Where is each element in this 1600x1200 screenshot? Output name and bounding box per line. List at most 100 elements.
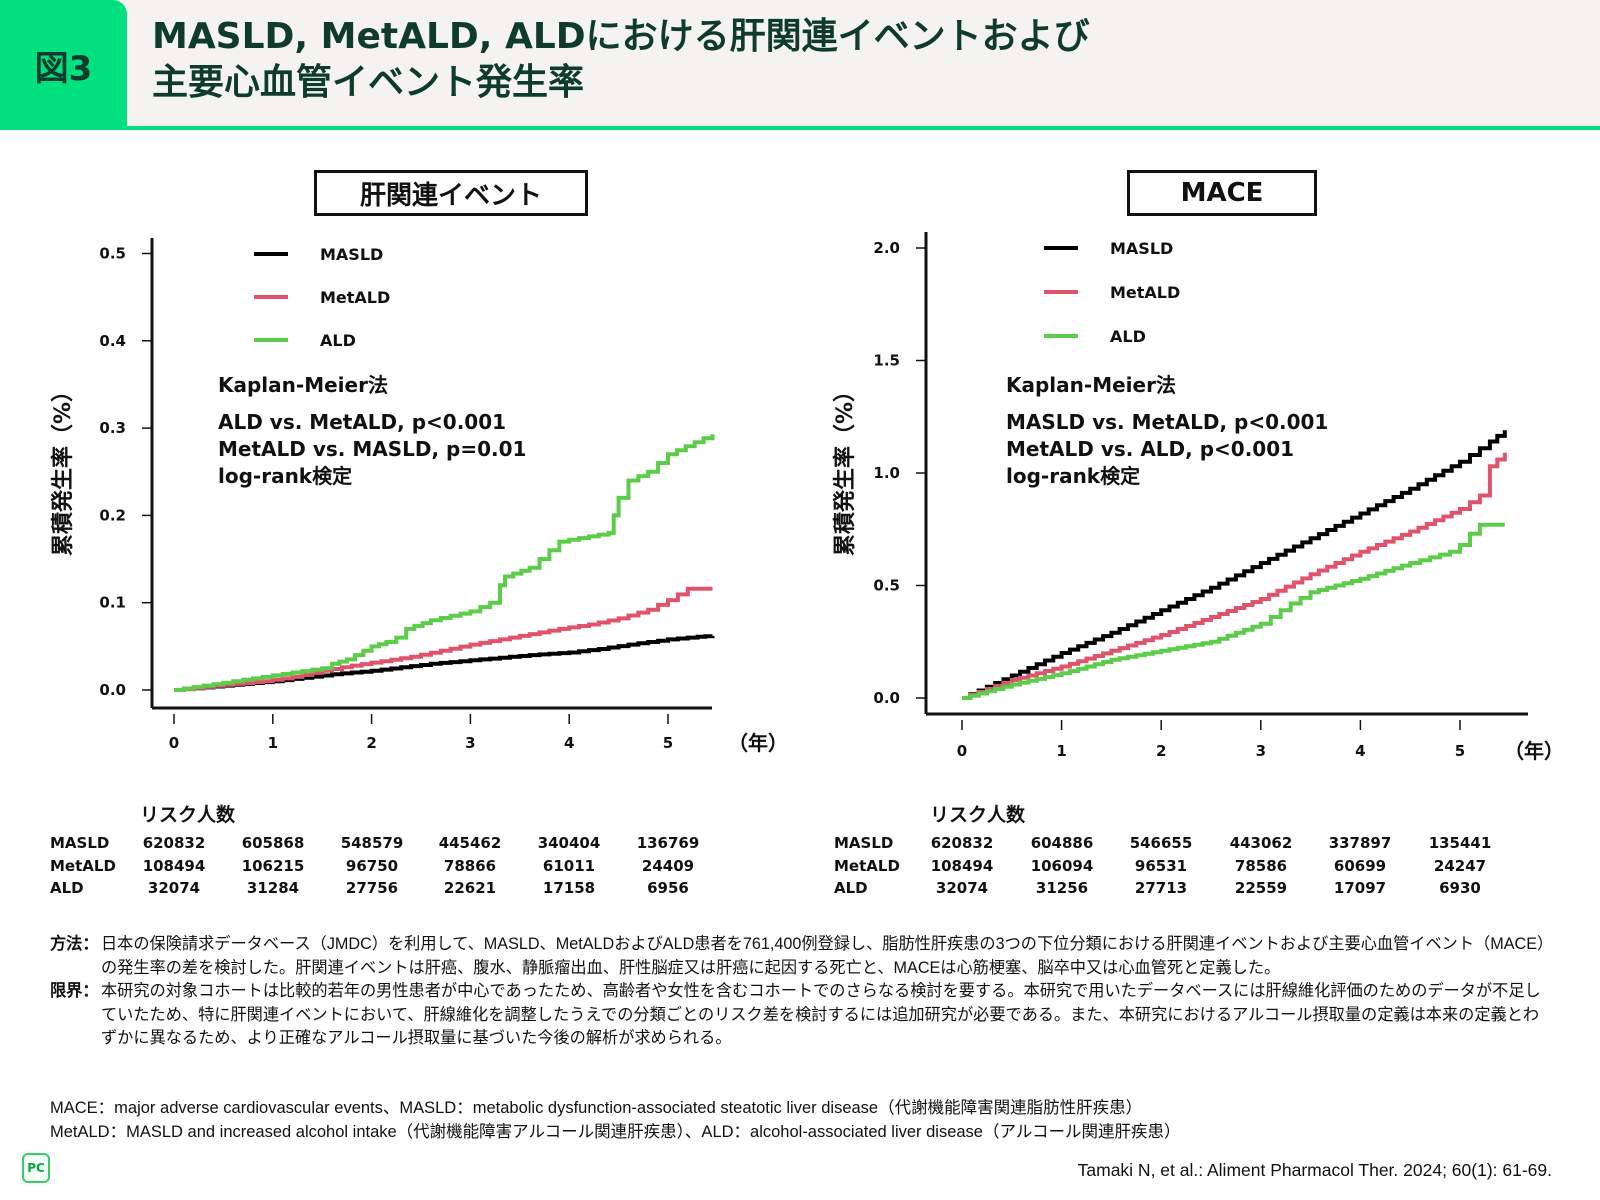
y-tick-label-mace: 1.0	[873, 464, 900, 482]
risk-row-metald: MetALD 108494 106215 96750 78866 61011 24409	[50, 855, 810, 877]
note-method-key: 方法：	[50, 935, 99, 953]
risk-row-ald: ALD 32074 31284 27756 22621 17158 6956	[50, 877, 810, 899]
annotation-mace: Kaplan-Meier法	[1006, 373, 1176, 397]
y-axis-label-liver: 累積発生率（%）	[50, 380, 76, 556]
risk-value: 96750	[345, 856, 399, 875]
annotation-mace: MASLD vs. MetALD, p<0.001	[1006, 410, 1328, 434]
x-tick-label-mace: 1	[1056, 742, 1066, 760]
note-method: 方法： 日本の保険請求データベース（JMDC）を利用して、MASLD、MetAL…	[50, 933, 1550, 980]
annotation-liver: MetALD vs. MASLD, p=0.01	[218, 437, 526, 461]
x-tick-label-mace: 3	[1256, 742, 1266, 760]
y-axis-label-mace: 累積発生率（%）	[832, 380, 858, 556]
risk-value: 620832	[930, 834, 994, 852]
x-tick-label-liver: 1	[268, 734, 278, 752]
y-tick-label-liver: 0.2	[99, 506, 126, 524]
x-tick-label-mace: 0	[957, 742, 967, 760]
y-tick-label-liver: 0.3	[99, 419, 126, 437]
risk-value: 106094	[1030, 856, 1094, 875]
y-tick-label-mace: 0.0	[873, 689, 900, 707]
legend-label-masld-liver: MASLD	[320, 245, 383, 264]
annotation-liver: Kaplan-Meier法	[218, 373, 388, 397]
risk-value: 106215	[241, 856, 305, 875]
legend-label-ald-liver: ALD	[320, 331, 356, 350]
header	[0, 0, 1600, 130]
note-limit-key: 限界：	[50, 982, 99, 1000]
abbreviations-line-2: MetALD：MASLD and increased alcohol intak…	[50, 1123, 1181, 1141]
risk-value: 22559	[1234, 879, 1288, 897]
risk-value: 6930	[1439, 879, 1481, 897]
abbreviations-line-1: MACE：major adverse cardiovascular events…	[50, 1099, 1143, 1117]
risk-table-title-mace: リスク人数	[930, 804, 1026, 826]
abbreviations: MACE：major adverse cardiovascular events…	[50, 1096, 1181, 1144]
risk-value: 443062	[1229, 834, 1293, 852]
risk-value: 6956	[647, 879, 689, 897]
legend-label-metald-liver: MetALD	[320, 288, 390, 307]
x-tick-label-mace: 5	[1455, 742, 1465, 760]
header-accent-bar	[0, 126, 1600, 130]
risk-value: 32074	[147, 879, 201, 897]
risk-value: 135441	[1428, 834, 1492, 852]
risk-row-label: MetALD	[50, 856, 116, 875]
series-line-metald-liver	[174, 586, 713, 692]
x-tick-label-liver: 2	[366, 734, 376, 752]
legend-label-ald-mace: ALD	[1110, 327, 1146, 346]
x-axis-label-mace: （年）	[1504, 739, 1564, 763]
risk-value: 78586	[1234, 856, 1288, 875]
risk-value: 337897	[1328, 834, 1392, 852]
risk-value: 24247	[1433, 856, 1487, 875]
km-charts: 0.0 0.1 0.2 0.3 0.4 0.5 0 1 2 3 4 5 （年） 累積発生率（%） MASLD…	[50, 232, 1564, 763]
figure-label: 図3	[0, 0, 127, 130]
risk-value: 27756	[345, 879, 399, 897]
risk-value: 445462	[438, 834, 502, 852]
risk-value: 340404	[537, 834, 601, 852]
pc-logo-icon: PC	[22, 1153, 50, 1183]
risk-row-label: MASLD	[834, 834, 894, 852]
annotation-mace: MetALD vs. ALD, p<0.001	[1006, 437, 1294, 461]
chart-title-mace: MACE	[1127, 170, 1317, 216]
risk-row-masld: MASLD 620832 605868 548579 445462 340404 13676…	[50, 832, 810, 854]
annotation-liver: ALD vs. MetALD, p<0.001	[218, 410, 506, 434]
risk-row-label: ALD	[50, 879, 84, 897]
risk-value: 61011	[542, 856, 596, 875]
series-line-metald-mace	[962, 452, 1507, 700]
risk-value: 546655	[1129, 834, 1193, 852]
legend-label-masld-mace: MASLD	[1110, 239, 1173, 258]
y-tick-label-mace: 0.5	[873, 577, 900, 595]
risk-value: 17097	[1333, 879, 1387, 897]
series-line-masld-mace	[962, 430, 1507, 700]
risk-row-ald: ALD 32074 31256 27713 22559 17097 6930	[834, 877, 1594, 899]
annotation-mace: log-rank検定	[1006, 464, 1140, 488]
title-line-1: MASLD, MetALD, ALDにおける肝関連イベントおよび	[152, 16, 1090, 57]
risk-row-masld: MASLD 620832 604886 546655 443062 337897 13544…	[834, 832, 1594, 854]
risk-value: 60699	[1333, 856, 1387, 875]
x-tick-label-mace: 2	[1156, 742, 1166, 760]
chart-title-liver: 肝関連イベント	[314, 170, 588, 216]
risk-value: 96531	[1134, 856, 1188, 875]
y-tick-label-mace: 2.0	[873, 239, 900, 257]
risk-table-title-liver: リスク人数	[140, 804, 236, 826]
risk-value: 78866	[443, 856, 497, 875]
citation: Tamaki N, et al.: Aliment Pharmacol Ther…	[1077, 1160, 1552, 1180]
legend-label-metald-mace: MetALD	[1110, 283, 1180, 302]
note-limit-text: 本研究の対象コホートは比較的若年の男性患者が中心であったため、高齢者や女性を含む…	[101, 982, 1541, 1047]
risk-value: 108494	[142, 856, 206, 875]
risk-value: 22621	[443, 879, 497, 897]
x-tick-label-liver: 5	[663, 734, 673, 752]
risk-row-label: MetALD	[834, 856, 900, 875]
risk-value: 605868	[241, 834, 305, 852]
note-limitation: 限界： 本研究の対象コホートは比較的若年の男性患者が中心であったため、高齢者や女…	[50, 980, 1550, 1051]
y-tick-label-liver: 0.1	[99, 594, 126, 612]
risk-row-metald: MetALD 108494 106094 96531 78586 60699 24247	[834, 855, 1594, 877]
x-tick-label-liver: 4	[564, 734, 574, 752]
risk-value: 27713	[1134, 879, 1188, 897]
page-title: MASLD, MetALD, ALDにおける肝関連イベントおよび 主要心血管イベ…	[152, 14, 1090, 106]
y-tick-label-liver: 0.4	[99, 332, 126, 350]
risk-value: 31256	[1035, 879, 1089, 897]
note-method-text: 日本の保険請求データベース（JMDC）を利用して、MASLD、MetALDおよび…	[101, 935, 1546, 977]
series-line-ald-mace	[962, 522, 1505, 700]
risk-value: 17158	[542, 879, 596, 897]
y-tick-label-mace: 1.5	[873, 352, 900, 370]
risk-value: 32074	[935, 879, 989, 897]
risk-value: 24409	[641, 856, 695, 875]
series-line-ald-liver	[174, 434, 715, 692]
